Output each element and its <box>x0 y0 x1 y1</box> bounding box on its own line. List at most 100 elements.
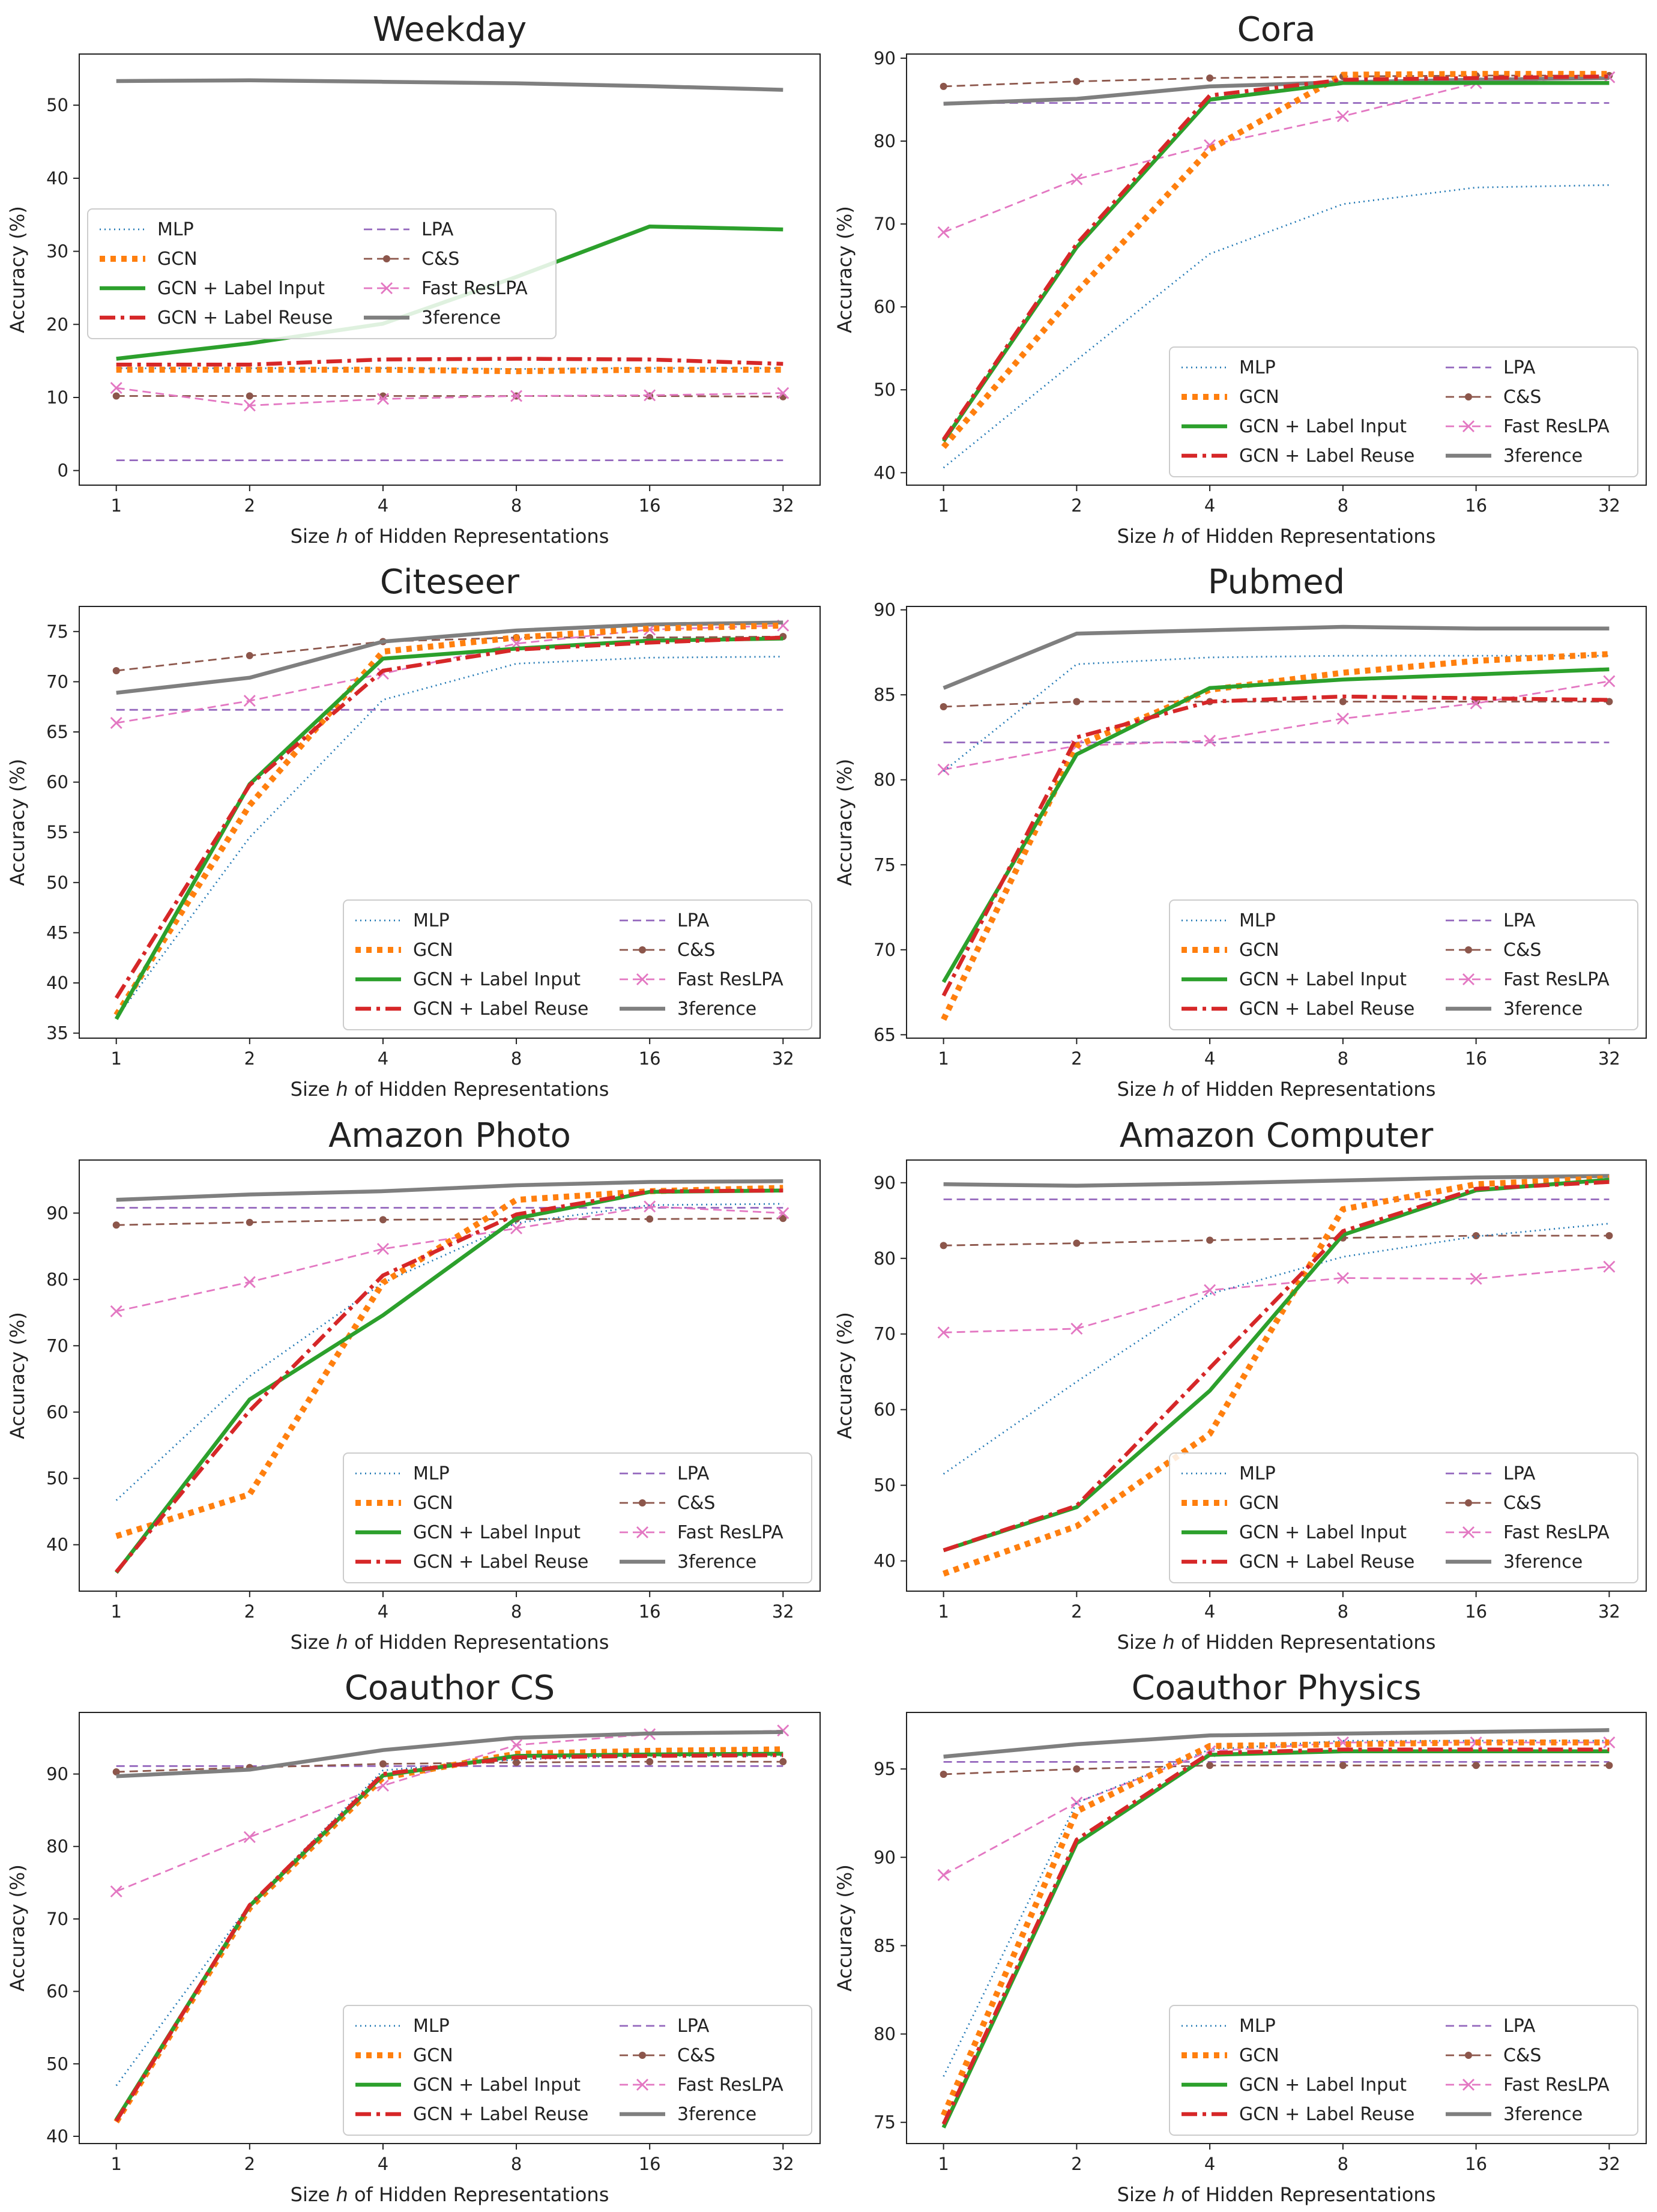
legend-box <box>1169 2005 1638 2136</box>
x-tick-label: 1 <box>110 1048 121 1069</box>
data-point-c-s <box>1206 1762 1214 1769</box>
legend-box <box>87 208 557 339</box>
x-tick-label: 1 <box>938 495 949 516</box>
y-tick-label: 20 <box>46 314 68 334</box>
y-tick-label: 50 <box>46 872 68 893</box>
data-point-c-s <box>1073 698 1081 706</box>
legend-label-gcn: GCN <box>1239 940 1279 961</box>
series-line-3ference <box>943 624 1610 690</box>
data-point-fast-reslpa <box>243 1831 256 1843</box>
legend-label-3ference: 3ference <box>677 999 756 1020</box>
y-tick-label: 80 <box>46 1836 68 1857</box>
series-line-fast-reslpa <box>943 680 1610 771</box>
data-point-fast-reslpa <box>1603 675 1616 687</box>
series-line-c-s <box>943 701 1610 708</box>
legend-label-mlp: MLP <box>413 910 450 931</box>
data-point-c-s <box>1605 1231 1613 1239</box>
x-tick-label: 32 <box>772 2154 794 2174</box>
data-point-fast-reslpa <box>243 399 256 412</box>
x-axis-label: Size h of Hidden Representations <box>291 1078 609 1101</box>
series-line-fast-reslpa <box>116 624 783 724</box>
series-line-3ference <box>943 1728 1610 1759</box>
legend-label-mlp: MLP <box>1239 1463 1276 1484</box>
x-tick-label: 4 <box>378 495 388 516</box>
y-tick-label: 70 <box>46 671 68 692</box>
legend-label-gcn-label-reuse: GCN + Label Reuse <box>413 1552 588 1573</box>
legend-label-lpa: LPA <box>677 1463 710 1484</box>
legend-label-mlp: MLP <box>413 1463 450 1484</box>
data-point-fast-reslpa <box>510 390 523 402</box>
legend-label-c-s: C&S <box>1503 1493 1541 1514</box>
data-point-fast-reslpa <box>1336 712 1349 725</box>
data-point-c-s <box>513 1759 521 1766</box>
legend-marker <box>381 282 393 294</box>
series-line-c-s <box>116 1760 783 1773</box>
data-point-c-s <box>1472 1762 1480 1769</box>
legend-marker <box>1465 2052 1472 2059</box>
plot-frame <box>906 1712 1647 2144</box>
data-point-fast-reslpa <box>1470 1272 1482 1285</box>
x-tick-label: 32 <box>1598 1048 1620 1069</box>
data-point-fast-reslpa <box>1336 1272 1349 1284</box>
legend-marker <box>1462 420 1474 432</box>
y-axis-label: Accuracy (%) <box>833 206 856 333</box>
x-axis-label: Size h of Hidden Representations <box>1117 2183 1436 2206</box>
legend-box <box>1169 346 1638 477</box>
y-tick-label: 50 <box>874 1475 896 1496</box>
x-tick-label: 32 <box>772 1601 794 1622</box>
series-layer <box>110 1179 789 1574</box>
y-tick-label: 50 <box>46 2053 68 2074</box>
legend-label-c-s: C&S <box>1503 940 1541 961</box>
data-point-fast-reslpa <box>644 389 656 402</box>
series-layer <box>937 1728 1616 2129</box>
x-tick-label: 4 <box>378 2154 388 2174</box>
x-tick-label: 16 <box>1465 2154 1487 2174</box>
x-axis-label: Size h of Hidden Representations <box>1117 525 1436 548</box>
data-point-fast-reslpa <box>1070 1796 1083 1809</box>
legend-label-gcn: GCN <box>157 249 198 270</box>
data-point-c-s <box>940 1770 947 1778</box>
x-tick-label: 2 <box>1071 1601 1082 1622</box>
data-point-c-s <box>1472 1231 1480 1239</box>
plot-frame <box>79 1712 821 2144</box>
x-tick-label: 1 <box>938 2154 949 2174</box>
legend-marker <box>639 2052 646 2059</box>
series-line-c-s <box>116 1217 783 1226</box>
series-line-c-s <box>116 635 783 672</box>
chart-panel-pubmed: Pubmed 1 2 4 8 16 32 65 70 75 80 85 90 Size h of Hidd… <box>833 563 1647 1101</box>
y-axis-label: Accuracy (%) <box>6 1864 29 1992</box>
y-axis-label: Accuracy (%) <box>833 759 856 886</box>
series-line-gcn-label-input <box>114 636 783 1020</box>
series-line-gcn <box>116 366 783 375</box>
chart-panel-weekday: Weekday 1 2 4 8 16 32 0 10 20 30 40 50 Size h of Hidd… <box>6 10 821 548</box>
series-line-3ference <box>116 1730 783 1778</box>
legend-label-lpa: LPA <box>421 219 454 240</box>
data-point-c-s <box>646 1215 654 1223</box>
data-point-fast-reslpa <box>376 393 389 405</box>
legend-marker <box>1462 2079 1474 2091</box>
series-line-fast-reslpa <box>943 1266 1610 1334</box>
legend-label-lpa: LPA <box>677 2016 710 2037</box>
legend-label-c-s: C&S <box>421 249 459 270</box>
x-tick-label: 2 <box>244 1048 255 1069</box>
y-tick-label: 10 <box>46 387 68 408</box>
data-point-c-s <box>1073 77 1081 85</box>
legend-label-c-s: C&S <box>1503 2045 1541 2066</box>
legend-marker <box>383 255 390 262</box>
legend-label-mlp: MLP <box>413 2016 450 2037</box>
series-line-gcn <box>941 71 1610 449</box>
legend-label-3ference: 3ference <box>1503 446 1583 467</box>
x-tick-label: 2 <box>244 1601 255 1622</box>
x-tick-label: 4 <box>378 1601 388 1622</box>
series-line-c-s <box>943 1234 1610 1247</box>
legend: MLP GCN GCN + Label Input GCN + Label Reuse… <box>343 1452 812 1583</box>
y-tick-label: 70 <box>46 1909 68 1929</box>
y-tick-label: 85 <box>874 1935 896 1956</box>
legend-label-gcn-label-input: GCN + Label Input <box>413 1522 581 1543</box>
series-line-mlp <box>115 656 783 1019</box>
legend: MLP GCN GCN + Label Input GCN + Label Reuse… <box>343 899 812 1030</box>
x-tick-label: 32 <box>772 495 794 516</box>
x-tick-label: 16 <box>639 1601 661 1622</box>
y-tick-label: 45 <box>46 922 68 943</box>
